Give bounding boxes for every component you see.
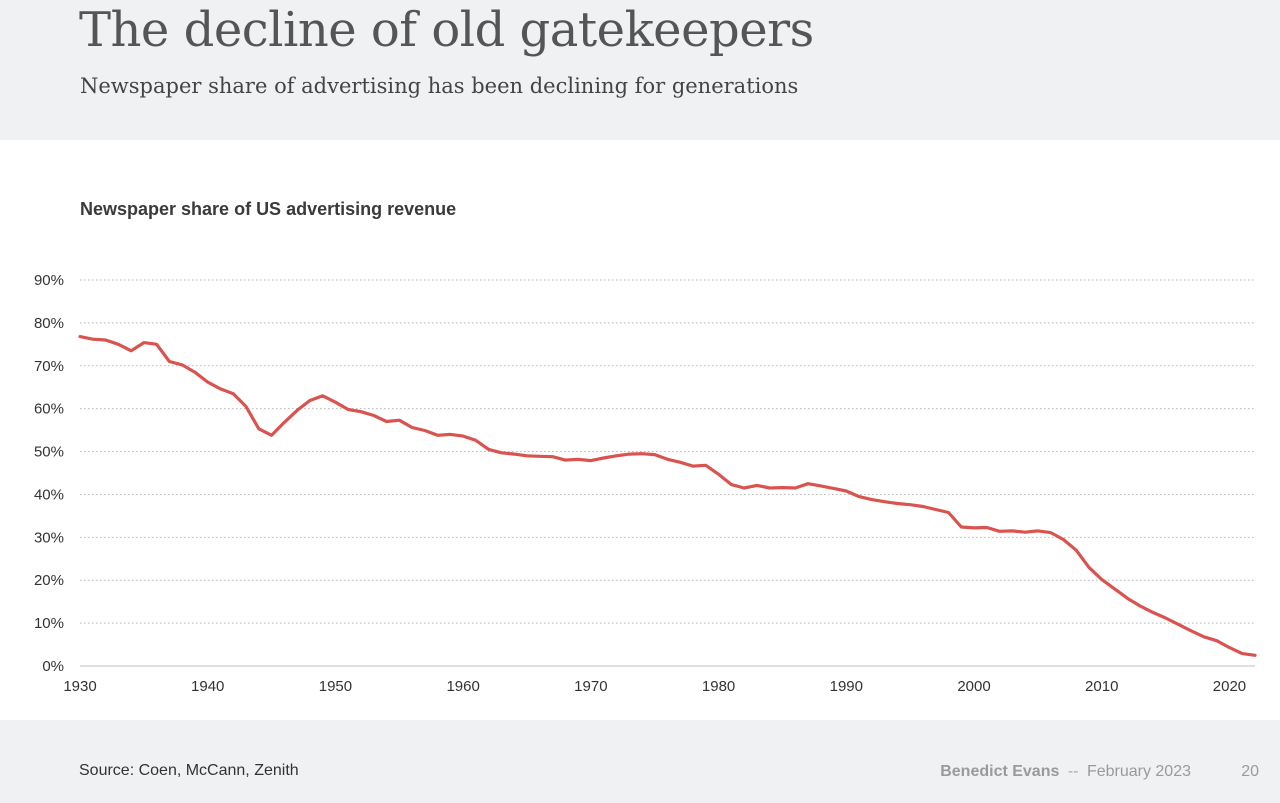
x-tick-label: 1970 [574, 678, 607, 695]
source-note: Source: Coen, McCann, Zenith [79, 762, 299, 779]
series-line [78, 335, 1257, 657]
x-tick-label: 1980 [702, 678, 735, 695]
y-tick-label: 70% [34, 358, 64, 375]
x-tick-label: 1940 [191, 678, 224, 695]
y-tick-label: 60% [34, 401, 64, 418]
y-tick-label: 40% [34, 486, 64, 503]
chart-title: Newspaper share of US advertising revenu… [80, 199, 457, 219]
x-tick-label: 2010 [1085, 678, 1118, 695]
header-band: The decline of old gatekeepers Newspaper… [0, 0, 1280, 140]
credit-line: Benedict Evans -- February 2023 [940, 763, 1191, 781]
publication-date: February 2023 [1086, 763, 1191, 780]
author-name: Benedict Evans [940, 763, 1060, 780]
x-tick-label: 2020 [1213, 678, 1246, 695]
x-tick-label: 1960 [446, 678, 479, 695]
page-number: 20 [1241, 763, 1259, 780]
page-subtitle: Newspaper share of advertising has been … [80, 74, 799, 98]
line-chart: 0% 10% 20% 30% 40% 50% 60% 70% 80% 90% 1930 1940 195… [34, 272, 1257, 695]
y-tick-label: 10% [34, 615, 64, 632]
y-tick-label: 90% [34, 272, 64, 289]
page-title: The decline of old gatekeepers [79, 2, 814, 58]
y-tick-label: 30% [34, 529, 64, 546]
credit-separator: -- [1067, 763, 1079, 780]
y-tick-label: 20% [34, 572, 64, 589]
x-tick-label: 1930 [63, 678, 96, 695]
y-tick-label: 80% [34, 315, 64, 332]
x-tick-label: 1990 [830, 678, 863, 695]
x-tick-label: 1950 [319, 678, 352, 695]
x-tick-label: 2000 [957, 678, 990, 695]
y-tick-label: 50% [34, 444, 64, 461]
footer-band: Source: Coen, McCann, Zenith Benedict Ev… [0, 720, 1280, 803]
y-tick-label: 0% [42, 658, 64, 675]
